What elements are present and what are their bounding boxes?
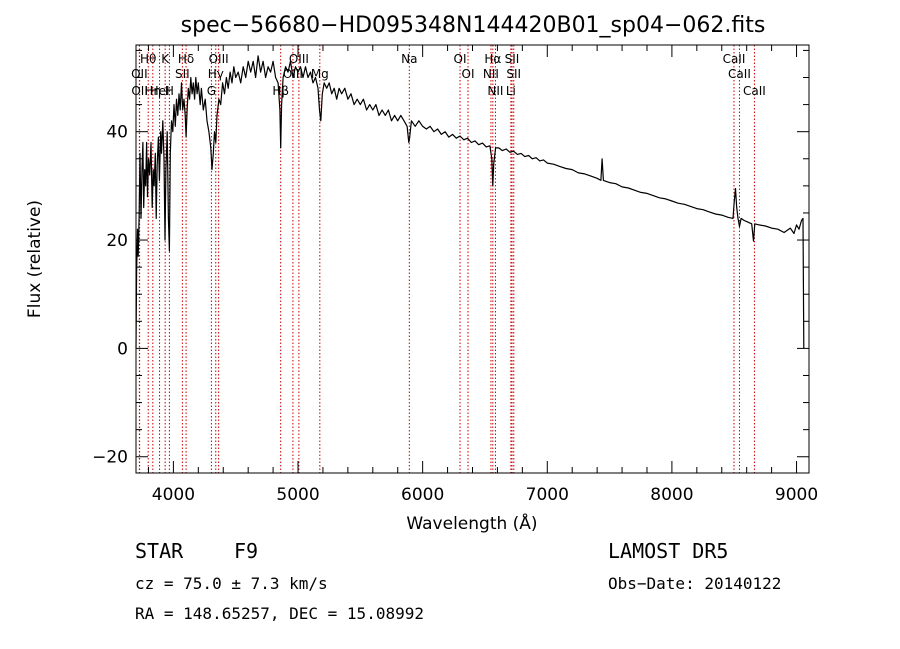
obs-date-text: Obs−Date: 20140122 xyxy=(608,574,781,593)
spectral-line-label: Hα xyxy=(484,52,501,66)
spectral-line-markers xyxy=(138,45,755,473)
spectral-line-labels: HθOIIOIIKHeIHηHδSIIHOIIIHγGOIIIOIIIHβMgN… xyxy=(131,52,766,98)
y-tick-label: 20 xyxy=(106,231,128,251)
spectral-line-label: CaII xyxy=(743,84,766,98)
x-axis: 4000 5000 6000 7000 8000 9000 xyxy=(147,45,818,505)
x-tick-label: 8000 xyxy=(650,485,693,505)
spectral-line-label: OII xyxy=(131,67,148,81)
coordinates-text: RA = 148.65257, DEC = 15.08992 xyxy=(135,604,424,623)
spectral-line-label: NII xyxy=(483,67,499,81)
spectral-line-label: Na xyxy=(401,52,417,66)
spectral-line-label: CaII xyxy=(723,52,746,66)
y-tick-label: 0 xyxy=(117,339,128,359)
spectral-line-label: Hη xyxy=(145,84,162,98)
y-tick-label: 40 xyxy=(106,123,128,143)
spectral-line-label: Hδ xyxy=(178,52,194,66)
x-tick-label: 4000 xyxy=(152,485,195,505)
spectral-line-label: Hβ xyxy=(272,84,289,98)
spectral-line-label: Hγ xyxy=(208,67,224,81)
spectral-line-label: SII xyxy=(505,52,520,66)
spectral-line-label: NII xyxy=(487,84,503,98)
object-subclass: F9 xyxy=(234,539,258,563)
x-tick-label: 6000 xyxy=(401,485,444,505)
spectral-line-label: Hθ xyxy=(140,52,156,66)
velocity-text: cz = 75.0 ± 7.3 km/s xyxy=(135,574,328,593)
y-axis: −20 0 20 40 xyxy=(92,49,809,468)
survey-name: LAMOST DR5 xyxy=(608,539,728,563)
spectral-line-label: OIII xyxy=(289,52,309,66)
y-axis-label: Flux (relative) xyxy=(25,200,45,318)
spectral-line-label: H xyxy=(165,84,174,98)
spectral-line-label: HeI xyxy=(150,84,170,98)
spectral-line-label: SII xyxy=(506,67,521,81)
x-tick-label: 7000 xyxy=(526,485,569,505)
spectral-line-label: K xyxy=(161,52,170,66)
spectral-line-label: OI xyxy=(454,52,467,66)
x-axis-label: Wavelength (Å) xyxy=(406,512,537,534)
spectral-line-label: SII xyxy=(175,67,190,81)
plot-frame xyxy=(135,44,810,474)
spectral-line-label: Li xyxy=(506,84,516,98)
spectral-line-label: OI xyxy=(462,67,475,81)
x-tick-label: 9000 xyxy=(775,485,818,505)
spectral-line-label: G xyxy=(207,84,216,98)
spectral-line-label: CaII xyxy=(728,67,751,81)
spectral-line-label: OIII xyxy=(209,52,229,66)
spectral-line-label: OII xyxy=(131,84,148,98)
spectrum-series-line xyxy=(135,55,805,349)
object-class: STAR xyxy=(135,539,184,563)
spectral-line-label: Mg xyxy=(311,67,329,81)
x-tick-label: 5000 xyxy=(276,485,319,505)
y-tick-label: −20 xyxy=(92,448,128,468)
chart-title: spec−56680−HD095348N144420B01_sp04−062.f… xyxy=(181,13,766,38)
